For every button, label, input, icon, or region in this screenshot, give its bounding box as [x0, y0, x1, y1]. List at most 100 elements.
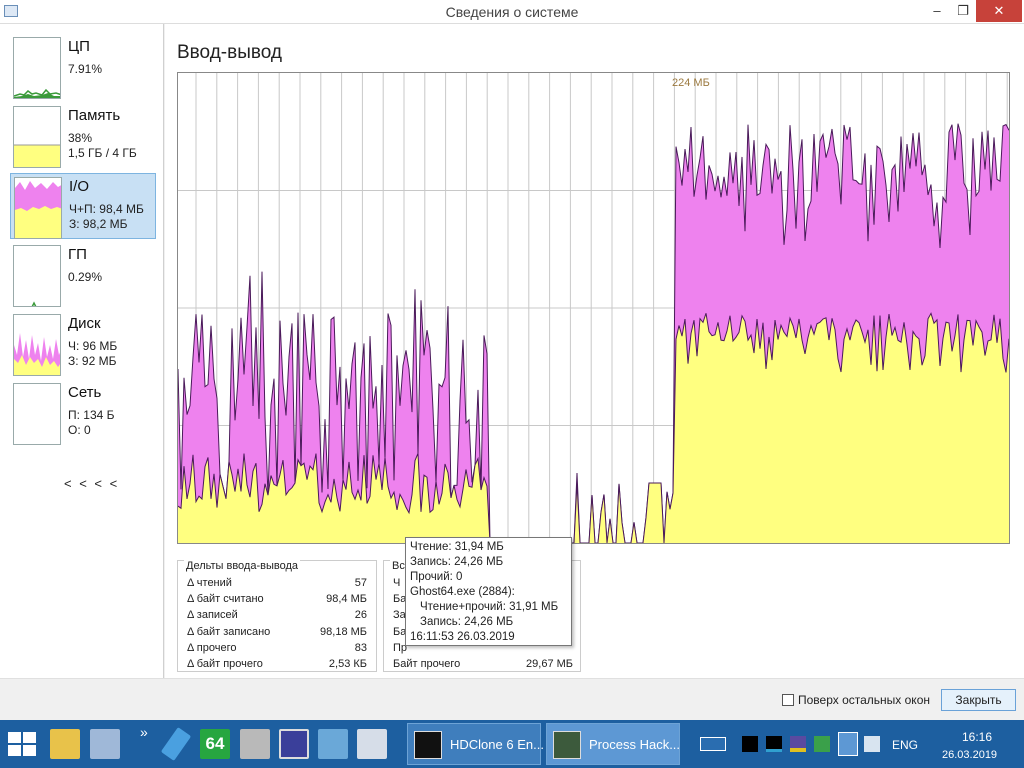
sidebar-item-cpu[interactable]: ЦП 7.91% [10, 34, 156, 100]
network-map-icon[interactable] [318, 729, 348, 759]
app-icon [4, 5, 18, 17]
sidebar-item-label: ГП [68, 246, 87, 263]
sidebar-item-label: I/O [69, 178, 90, 195]
close-window-button[interactable]: ✕ [976, 0, 1022, 22]
sidebar-item-disk[interactable]: Диск Ч: 96 МБ З: 92 МБ [10, 311, 156, 377]
sidebar-item-gpu[interactable]: ГП 0.29% [10, 242, 156, 308]
io-graph[interactable]: 224 МБ [177, 72, 1010, 544]
gpu-thumbnail [13, 245, 61, 307]
tray-security-icon[interactable] [838, 732, 858, 756]
tray-app-icon[interactable] [742, 736, 758, 752]
graph-tooltip: Чтение: 31,94 МБ Запись: 24,26 МБ Прочий… [405, 537, 572, 646]
delta-row: Δ чтений 57 [187, 577, 367, 589]
delta-row: Δ байт прочего 2,53 КБ [187, 658, 367, 670]
tray-chart-icon[interactable] [814, 736, 830, 752]
window-title: Сведения о системе [445, 4, 579, 20]
sidebar-item-label: Диск [68, 315, 101, 332]
sidebar-item-value: П: 134 Б [68, 408, 115, 422]
taskbar: » 64 HDClone 6 En... Process Hack... ENG… [0, 720, 1024, 768]
series-write-line [178, 312, 1009, 543]
minimize-button[interactable]: – [933, 3, 941, 18]
taskbar-task-hdclone[interactable]: HDClone 6 En... [407, 723, 544, 765]
sidebar-item-value: Ч+П: 98,4 МБ [69, 202, 144, 216]
tray-io-icon[interactable] [790, 736, 806, 752]
sidebar-item-value-2: З: 98,2 МБ [69, 217, 128, 231]
row-label: Ч [393, 577, 401, 589]
hdclone-icon [414, 731, 442, 759]
tray-graph-icon[interactable] [766, 736, 782, 752]
always-on-top-checkbox[interactable] [782, 694, 794, 706]
folder-user-icon[interactable] [50, 729, 80, 759]
processhacker-icon [553, 731, 581, 759]
close-button[interactable]: Закрыть [941, 689, 1016, 711]
taskbar-task-processhacker[interactable]: Process Hack... [546, 723, 680, 765]
row-value: 26 [354, 609, 367, 621]
series-write-area [178, 313, 1009, 543]
io-graph-svg [178, 73, 1009, 543]
total-row: Пр [393, 642, 407, 654]
sidebar-item-value: 0.29% [68, 270, 103, 284]
row-value: 57 [354, 577, 367, 589]
row-value: 98,18 МБ [320, 626, 367, 638]
row-label: Ба [393, 593, 407, 605]
sidebar-item-network[interactable]: Сеть П: 134 Б О: 0 [10, 380, 156, 446]
cpu-thumbnail [13, 37, 61, 99]
maximize-button[interactable]: ❐ [957, 3, 969, 18]
row-label: За [393, 609, 406, 621]
always-on-top-label[interactable]: Поверх остальных окон [798, 693, 930, 707]
page-title: Ввод-вывод [177, 42, 282, 63]
language-indicator[interactable]: ENG [892, 738, 919, 752]
tooltip-timestamp: 16:11:53 26.03.2019 [410, 631, 515, 643]
sidebar-item-label: Память [68, 107, 121, 124]
sidebar-item-label: ЦП [68, 38, 90, 55]
computer-icon[interactable] [90, 729, 120, 759]
dialog-footer: Поверх остальных окон Закрыть [0, 678, 1024, 720]
sidebar-item-value: 7.91% [68, 62, 103, 76]
total-row: Ба [393, 593, 406, 605]
sidebar-item-memory[interactable]: Память 38% 1,5 ГБ / 4 ГБ [10, 103, 156, 169]
tooltip-process: Ghost64.exe (2884): [410, 586, 515, 598]
row-value: 29,67 МБ [526, 658, 573, 670]
task-label: Process Hack... [589, 737, 681, 752]
usb-drive-icon[interactable] [160, 727, 192, 761]
delta-row: Δ байт считано 98,4 МБ [187, 593, 367, 605]
row-label: Δ чтений [187, 577, 232, 589]
clock-date[interactable]: 26.03.2019 [942, 749, 998, 761]
network-thumbnail [13, 383, 61, 445]
clock-time[interactable]: 16:16 [962, 730, 993, 744]
app-64-icon[interactable]: 64 [200, 729, 230, 759]
sidebar-item-io[interactable]: I/O Ч+П: 98,4 МБ З: 98,2 МБ [10, 173, 156, 239]
floppy-icon[interactable] [279, 729, 309, 759]
tooltip-other: Прочий: 0 [410, 571, 463, 583]
peak-label: 224 МБ [672, 77, 710, 89]
title-bar: Сведения о системе – ❐ ✕ [0, 0, 1024, 24]
disk-drive-icon[interactable] [240, 729, 270, 759]
taskbar-overflow-icon[interactable]: » [140, 724, 148, 740]
tooltip-read: Чтение: 31,94 МБ [410, 541, 504, 553]
memory-thumbnail [13, 106, 61, 168]
tooltip-write: Запись: 24,26 МБ [410, 556, 504, 568]
row-value: 83 [354, 642, 367, 654]
row-label: Δ байт прочего [187, 658, 263, 670]
collapse-sidebar-button[interactable]: < < < < [64, 476, 120, 491]
sidebar-item-value: 38% [68, 131, 93, 145]
io-thumbnail [14, 177, 62, 239]
start-button[interactable] [8, 732, 38, 758]
row-label: Δ байт считано [187, 593, 264, 605]
row-label: Ба [393, 626, 407, 638]
tooltip-process-readother: Чтение+прочий: 31,91 МБ [420, 601, 559, 613]
main-panel: Ввод-вывод 224 МБ Дельты ввода-вывода Δ … [165, 24, 1024, 678]
tooltip-process-write: Запись: 24,26 МБ [420, 616, 514, 628]
sidebar-item-value-2: З: 92 МБ [68, 354, 117, 368]
row-value: 2,53 КБ [328, 658, 367, 670]
sidebar-item-value-2: 1,5 ГБ / 4 ГБ [68, 146, 137, 160]
sidebar-item-value-2: О: 0 [68, 423, 91, 437]
row-label: Δ прочего [187, 642, 237, 654]
network-status-icon[interactable] [864, 736, 880, 752]
row-label: Δ записей [187, 609, 238, 621]
sidebar-item-label: Сеть [68, 384, 102, 401]
keyboard-icon[interactable] [700, 737, 726, 751]
system-info-icon[interactable] [357, 729, 387, 759]
windows-logo-icon [8, 732, 21, 743]
sidebar: ЦП 7.91% Память 38% 1,5 ГБ / 4 ГБ I/O Ч+… [0, 24, 164, 678]
